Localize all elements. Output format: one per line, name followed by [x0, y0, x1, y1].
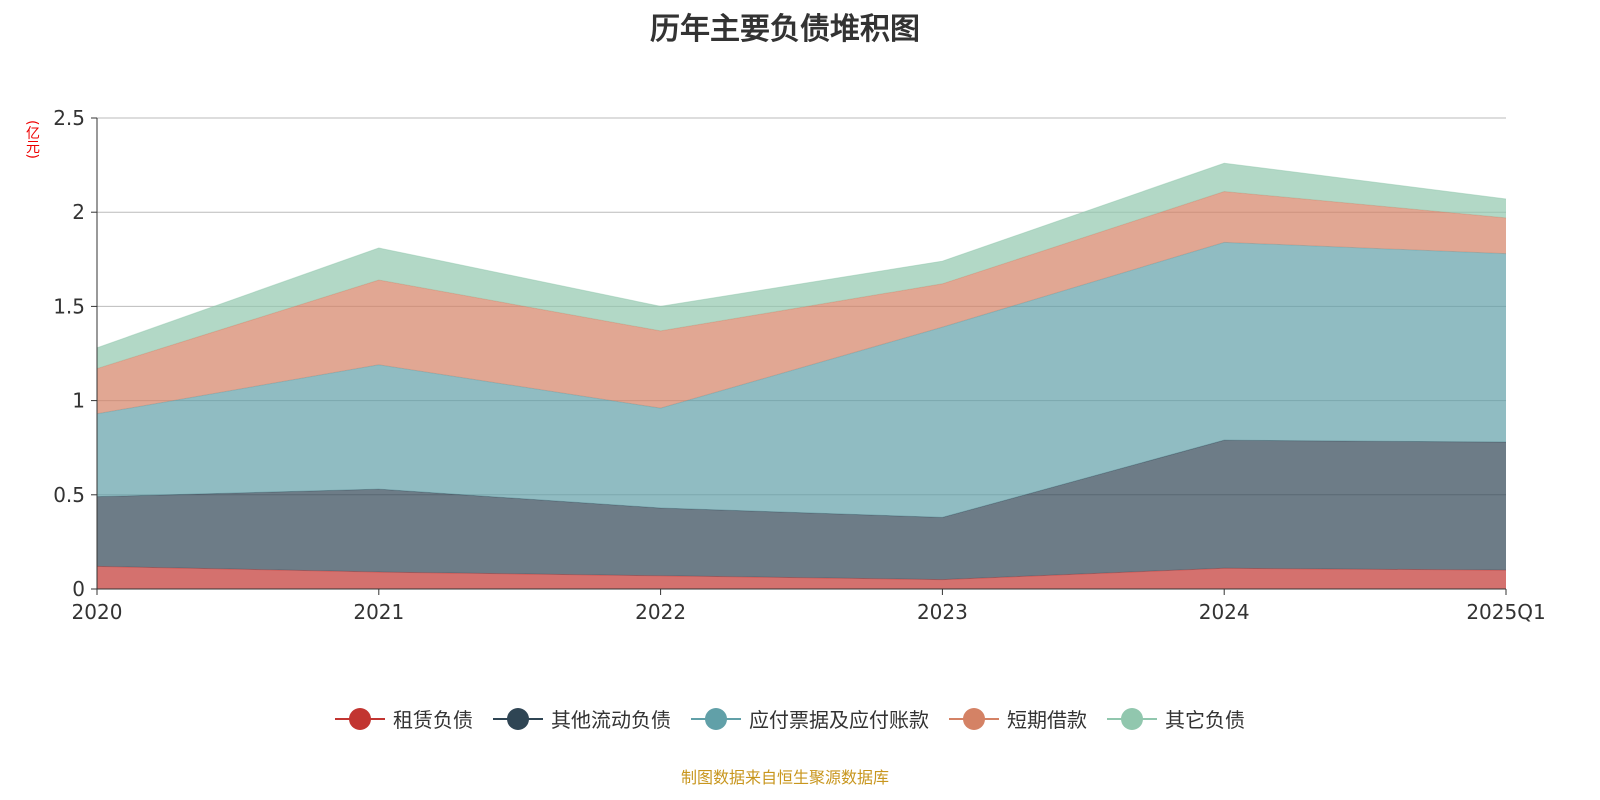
area-series-2: [97, 242, 1506, 518]
x-tick-label: 2021: [353, 600, 404, 624]
legend: 租赁负债 其他流动负债 应付票据及应付账款 短期借款 其它负债: [0, 704, 1580, 733]
data-source-note: 制图数据来自恒生聚源数据库: [680, 768, 889, 787]
legend-label: 其他流动负债: [551, 708, 671, 732]
y-tick-label: 1.5: [53, 294, 85, 318]
y-tick-label: 1: [72, 389, 85, 413]
legend-item[interactable]: 应付票据及应付账款: [691, 704, 929, 733]
legend-marker-icon: [691, 707, 741, 730]
area-series-4: [97, 163, 1506, 369]
y-axis-unit-label: (亿元): [24, 120, 40, 159]
y-tick-label: 2: [72, 200, 85, 224]
x-tick-label: 2024: [1199, 600, 1250, 624]
legend-marker-icon: [493, 707, 543, 730]
area-line-series-4: [96, 162, 1507, 349]
chart-title: 历年主要负债堆积图: [650, 12, 920, 47]
legend-item[interactable]: 租赁负债: [335, 704, 473, 733]
legend-marker-icon: [949, 707, 999, 730]
x-tick-label: 2025Q1: [1466, 600, 1545, 624]
legend-item[interactable]: 短期借款: [949, 704, 1087, 733]
legend-label: 租赁负债: [393, 708, 473, 732]
legend-label: 短期借款: [1007, 708, 1087, 732]
legend-item[interactable]: 其他流动负债: [493, 704, 671, 733]
x-tick-label: 2023: [917, 600, 968, 624]
y-tick-label: 0.5: [53, 483, 85, 507]
area-series-1: [97, 440, 1506, 580]
area-series-3: [97, 191, 1506, 414]
legend-marker-icon: [1107, 707, 1157, 730]
stacked-area-chart: 0 0.5 1 1.5 2 2.5 2020 2021 2022 2023 2024 2025Q1: [53, 106, 1546, 624]
legend-label: 其它负债: [1165, 708, 1245, 732]
y-tick-label: 0: [72, 577, 85, 601]
legend-item[interactable]: 其它负债: [1107, 704, 1245, 733]
legend-marker-icon: [335, 707, 385, 730]
y-tick-label: 2.5: [53, 106, 85, 130]
legend-label: 应付票据及应付账款: [749, 708, 929, 732]
x-tick-label: 2022: [635, 600, 686, 624]
x-tick-label: 2020: [72, 600, 123, 624]
